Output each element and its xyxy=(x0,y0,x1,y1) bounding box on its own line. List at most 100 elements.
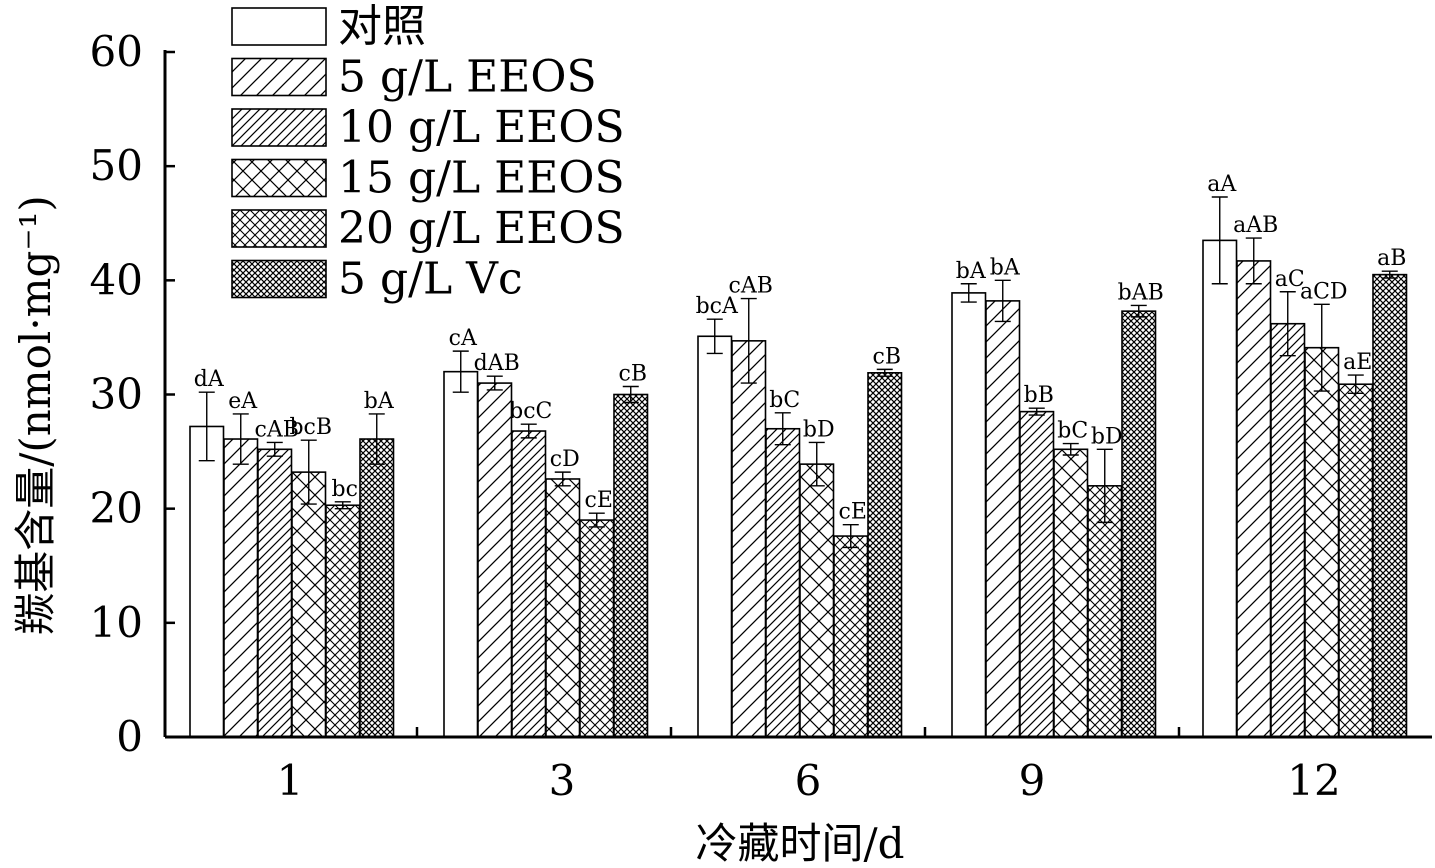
significance-label: cAB xyxy=(255,417,299,442)
error-bar xyxy=(300,439,317,505)
bar xyxy=(697,335,733,738)
bar xyxy=(189,425,225,738)
y-tick-label: 30 xyxy=(90,370,143,419)
significance-label: cE xyxy=(585,488,613,513)
x-tick-label: 6 xyxy=(795,756,822,805)
significance-label: cE xyxy=(839,500,867,525)
legend-label: 15 g/L EEOS xyxy=(338,153,625,204)
legend-label: 10 g/L EEOS xyxy=(338,102,625,153)
legend-swatch xyxy=(231,108,327,147)
bar xyxy=(1236,260,1272,738)
error-bar xyxy=(520,423,537,439)
significance-label: bA xyxy=(990,255,1021,280)
bar xyxy=(613,393,649,738)
axes-layer: 0 10 20 30 40 50 60 1 3 6 9 12 xyxy=(90,27,1432,805)
x-tick-label: 1 xyxy=(277,756,304,805)
x-tick-label: 9 xyxy=(1019,756,1046,805)
error-bar xyxy=(740,297,757,384)
error-bar xyxy=(1381,270,1398,279)
significance-label: cA xyxy=(449,326,478,351)
bar xyxy=(1338,383,1374,738)
error-bar xyxy=(368,413,385,465)
error-bar xyxy=(1028,407,1045,416)
significance-label: cAB xyxy=(729,274,773,299)
y-tick-label: 50 xyxy=(90,141,143,190)
significance-label: cB xyxy=(873,344,902,369)
y-tick-label: 60 xyxy=(90,27,143,76)
error-bar xyxy=(1347,374,1364,395)
bar xyxy=(985,300,1021,738)
legend-swatch xyxy=(231,158,327,198)
bar xyxy=(1019,410,1055,738)
bar xyxy=(1087,485,1123,738)
significance-label: dAB xyxy=(474,351,520,376)
significance-label: bC xyxy=(769,388,800,413)
error-bar xyxy=(486,375,503,391)
bar xyxy=(867,372,903,738)
error-bar xyxy=(808,441,825,487)
bar xyxy=(799,463,835,738)
bar xyxy=(1270,322,1306,738)
error-bar xyxy=(554,471,571,487)
significance-label: bA xyxy=(956,259,987,284)
bar xyxy=(443,370,479,738)
error-bar xyxy=(232,413,249,465)
y-tick-label: 0 xyxy=(116,712,143,761)
y-tick-label: 20 xyxy=(90,484,143,533)
error-bar xyxy=(774,412,791,446)
error-bar xyxy=(876,368,893,377)
significance-label: bB xyxy=(1024,383,1054,408)
y-tick-label: 40 xyxy=(90,255,143,304)
bar xyxy=(1202,239,1238,738)
error-bar xyxy=(1245,237,1262,285)
error-bar xyxy=(842,523,859,549)
significance-label: bC xyxy=(1057,419,1088,444)
legend-label: 5 g/L EEOS xyxy=(338,52,597,103)
significance-label: bc xyxy=(332,477,358,502)
error-bar xyxy=(588,512,605,528)
x-tick-label: 3 xyxy=(549,756,576,805)
bar xyxy=(223,438,259,738)
significance-label: aE xyxy=(1343,350,1372,375)
error-bar xyxy=(266,441,283,457)
bar xyxy=(833,535,869,738)
error-bar xyxy=(1279,291,1296,357)
legend-swatch xyxy=(231,209,327,248)
error-bar xyxy=(1062,442,1079,456)
significance-label: bcA xyxy=(696,294,739,319)
error-bar xyxy=(960,283,977,303)
x-tick-label: 12 xyxy=(1287,756,1340,805)
error-bar xyxy=(1211,196,1228,285)
significance-label: aCD xyxy=(1300,279,1348,304)
significance-label: bD xyxy=(803,417,835,442)
significance-label: bA xyxy=(364,389,395,414)
error-bar xyxy=(994,279,1011,323)
error-bar xyxy=(334,501,351,510)
legend-label: 20 g/L EEOS xyxy=(338,203,625,254)
legend-label: 5 g/L Vc xyxy=(338,254,523,305)
error-bar xyxy=(1313,303,1330,392)
x-axis-title: 冷藏时间/d xyxy=(695,819,904,868)
bar xyxy=(951,292,987,738)
significance-label: aAB xyxy=(1233,213,1278,238)
bar xyxy=(291,471,327,738)
bar xyxy=(1121,310,1157,738)
significance-label: dA xyxy=(194,367,225,392)
significance-label: eA xyxy=(228,389,258,414)
significance-label: bcB xyxy=(289,415,332,440)
significance-label: aB xyxy=(1377,246,1406,271)
bar xyxy=(1304,346,1340,738)
bar xyxy=(765,427,801,738)
legend-swatch xyxy=(231,57,327,97)
error-bar xyxy=(452,350,469,393)
bar xyxy=(731,340,767,738)
legend-swatch xyxy=(231,7,327,46)
significance-label: aA xyxy=(1207,172,1237,197)
bar xyxy=(545,478,581,738)
bar xyxy=(477,382,513,738)
error-bar xyxy=(622,385,639,404)
error-bar xyxy=(1130,304,1147,318)
error-bar xyxy=(198,391,215,462)
